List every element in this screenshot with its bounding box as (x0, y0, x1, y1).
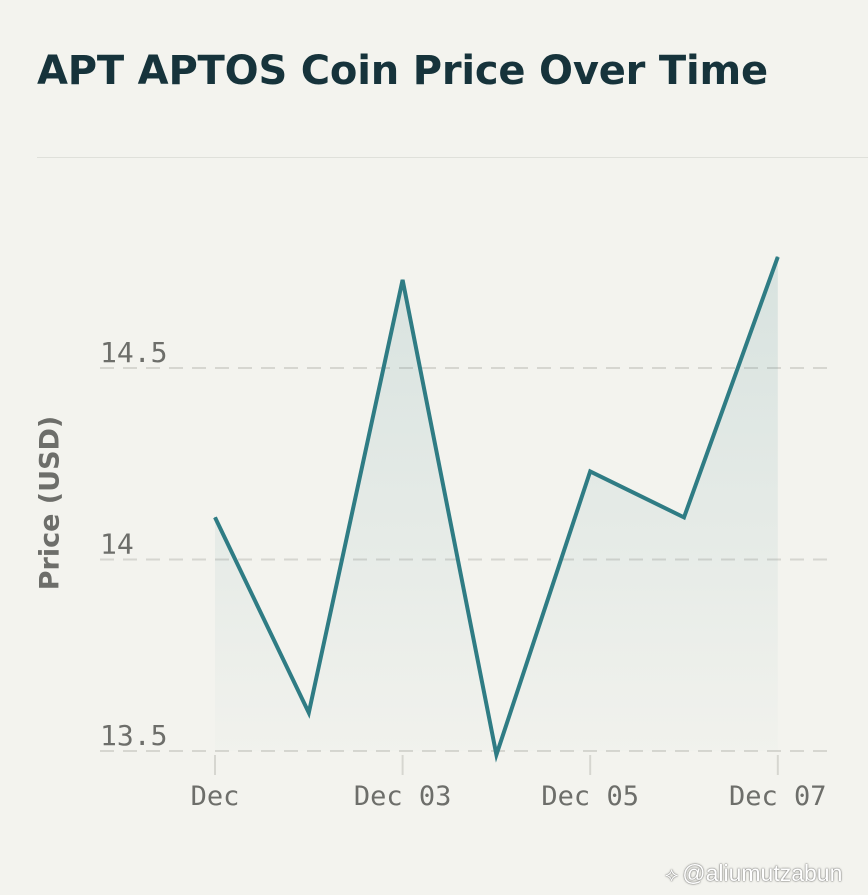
y-axis-ticks: 13.5 14 14.5 (100, 336, 167, 752)
y-axis-label: Price (USD) (34, 415, 66, 591)
series-area (215, 256, 778, 755)
binance-logo-icon: ⟡ (665, 864, 679, 886)
data-point (214, 516, 216, 518)
x-tick-label: Dec 03 (354, 781, 452, 812)
watermark-text: @aliumutzabun (682, 860, 843, 886)
data-point (683, 516, 685, 518)
data-point (308, 712, 310, 714)
x-tick-label: Dec 05 (541, 781, 639, 812)
y-tick-label: 14 (100, 528, 134, 561)
x-tick-label: Dec 07 (729, 781, 827, 812)
title-divider (37, 157, 868, 158)
watermark: ⟡ @aliumutzabun (665, 860, 842, 887)
y-tick-label: 13.5 (100, 719, 167, 752)
data-point (777, 256, 779, 258)
series-layer (213, 256, 780, 763)
x-tick-label: Dec (191, 781, 240, 812)
y-tick-label: 14.5 (100, 336, 167, 369)
data-point (495, 754, 497, 756)
x-axis-ticks: Dec Dec 03 Dec 05 Dec 07 (191, 755, 827, 812)
data-point (402, 279, 404, 281)
data-point (589, 470, 591, 472)
chart-title: APT APTOS Coin Price Over Time (37, 48, 768, 94)
